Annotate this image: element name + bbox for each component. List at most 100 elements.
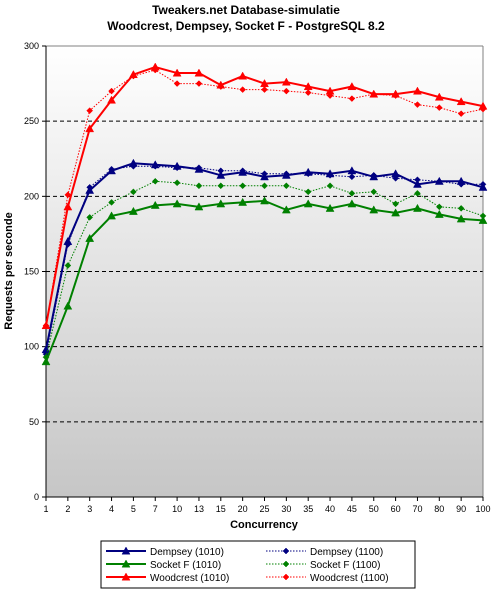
data-point bbox=[42, 353, 50, 361]
x-tick-label: 25 bbox=[259, 504, 269, 514]
legend-swatch-marker bbox=[121, 546, 131, 555]
data-point bbox=[86, 214, 94, 221]
data-point bbox=[413, 86, 422, 95]
y-tick-label: 200 bbox=[24, 191, 39, 201]
data-point bbox=[151, 177, 159, 185]
data-point bbox=[216, 199, 226, 208]
data-point bbox=[130, 72, 137, 80]
data-point bbox=[369, 205, 379, 214]
x-tick-label: 13 bbox=[194, 504, 204, 514]
data-point bbox=[347, 199, 357, 208]
data-point bbox=[413, 179, 422, 188]
data-point bbox=[326, 171, 334, 179]
data-point bbox=[326, 92, 334, 99]
data-point bbox=[85, 233, 95, 242]
x-tick-label: 5 bbox=[131, 504, 136, 514]
legend-item: Woodcrest (1100) bbox=[266, 573, 389, 584]
y-axis-label: Requests per seconde bbox=[3, 212, 15, 329]
series-woodcrest-1100 bbox=[42, 66, 487, 329]
data-point bbox=[216, 170, 226, 179]
data-point bbox=[217, 167, 225, 175]
data-point bbox=[261, 86, 268, 93]
x-tick-label: 4 bbox=[109, 504, 114, 514]
y-tick-label: 300 bbox=[24, 41, 39, 51]
data-point bbox=[456, 97, 466, 106]
x-tick-label: 30 bbox=[281, 504, 291, 514]
data-point bbox=[435, 177, 443, 185]
data-point bbox=[107, 95, 116, 104]
data-point bbox=[392, 92, 399, 99]
data-point bbox=[413, 203, 422, 212]
data-point bbox=[414, 176, 421, 184]
series-socket-f-1100 bbox=[42, 177, 487, 361]
legend-label: Dempsey (1010) bbox=[150, 547, 224, 558]
data-point bbox=[348, 173, 356, 181]
data-point bbox=[86, 183, 94, 191]
data-point bbox=[173, 80, 181, 87]
x-tick-label: 7 bbox=[153, 504, 158, 514]
x-tick-label: 15 bbox=[216, 504, 226, 514]
y-tick-label: 50 bbox=[29, 417, 39, 427]
data-point bbox=[130, 162, 137, 170]
data-point bbox=[173, 179, 181, 187]
data-point bbox=[479, 105, 487, 113]
data-point bbox=[325, 203, 335, 212]
data-point bbox=[414, 189, 421, 197]
x-tick-label: 45 bbox=[347, 504, 357, 514]
legend-label: Socket F (1100) bbox=[310, 560, 380, 571]
data-point bbox=[281, 77, 291, 86]
data-point bbox=[391, 208, 401, 217]
data-point bbox=[392, 200, 399, 208]
x-tick-label: 35 bbox=[303, 504, 313, 514]
x-tick-label: 90 bbox=[456, 504, 466, 514]
data-point bbox=[172, 199, 182, 208]
data-point bbox=[108, 165, 115, 173]
x-tick-label: 10 bbox=[172, 504, 182, 514]
data-point bbox=[107, 211, 116, 220]
x-tick-label: 2 bbox=[65, 504, 70, 514]
data-point bbox=[194, 68, 204, 77]
legend-item: Socket F (1010) bbox=[106, 559, 221, 571]
legend-swatch-marker bbox=[282, 547, 290, 555]
legend-label: Dempsey (1100) bbox=[310, 547, 383, 558]
data-point bbox=[108, 198, 115, 206]
data-point bbox=[478, 215, 488, 224]
x-tick-label: 60 bbox=[391, 504, 401, 514]
legend-box bbox=[100, 540, 416, 589]
data-point bbox=[239, 86, 247, 93]
data-point bbox=[64, 191, 72, 199]
data-point bbox=[282, 182, 290, 190]
data-point bbox=[151, 66, 159, 74]
data-point bbox=[238, 197, 248, 206]
data-point bbox=[238, 71, 248, 80]
data-point bbox=[414, 101, 421, 108]
x-tick-label: 80 bbox=[434, 504, 444, 514]
data-point bbox=[435, 203, 443, 211]
data-point bbox=[85, 124, 95, 133]
data-point bbox=[261, 170, 268, 178]
data-point bbox=[370, 171, 378, 179]
data-point bbox=[457, 180, 465, 188]
x-axis-label: Concurrency bbox=[230, 519, 299, 531]
data-point bbox=[281, 205, 291, 214]
data-point bbox=[456, 214, 466, 223]
data-point bbox=[370, 188, 378, 196]
data-point bbox=[130, 188, 137, 196]
data-point bbox=[108, 87, 115, 95]
legend-label: Socket F (1010) bbox=[150, 560, 221, 571]
series-layer bbox=[41, 62, 488, 366]
data-point bbox=[151, 162, 159, 170]
legend-item: Dempsey (1100) bbox=[266, 547, 383, 558]
y-tick-label: 0 bbox=[34, 492, 39, 502]
data-point bbox=[41, 357, 51, 366]
data-point bbox=[435, 104, 443, 111]
data-point bbox=[304, 170, 312, 178]
data-point bbox=[63, 301, 73, 310]
x-tick-label: 100 bbox=[475, 504, 490, 514]
data-point bbox=[457, 205, 465, 212]
x-tick-label: 50 bbox=[369, 504, 379, 514]
data-point bbox=[217, 182, 225, 190]
legend-item: Socket F (1100) bbox=[266, 560, 380, 571]
data-point bbox=[457, 110, 465, 118]
